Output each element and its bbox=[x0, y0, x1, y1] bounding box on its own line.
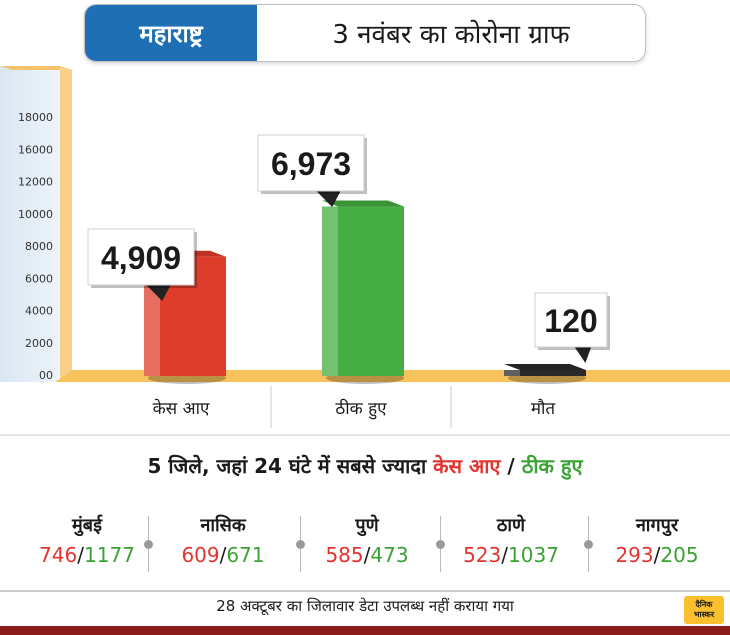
district-values: 523/1037 bbox=[463, 543, 559, 567]
logo-line-2: भास्कर bbox=[693, 610, 715, 619]
page-title: 3 नवंबर का कोरोना ग्राफ bbox=[332, 20, 570, 50]
district-values: 609/671 bbox=[181, 543, 265, 567]
district-item: पुणे 585/473 bbox=[294, 512, 440, 570]
category-label: ठीक हुए bbox=[335, 398, 387, 420]
logo-line-1: दैनिक bbox=[695, 600, 713, 609]
data-label: 120 bbox=[544, 303, 597, 339]
callout-pointer bbox=[316, 191, 341, 207]
bar-side bbox=[504, 370, 520, 376]
district-recovered: 671 bbox=[226, 543, 265, 567]
divider-dot bbox=[296, 540, 305, 549]
chart-wall-edge bbox=[60, 66, 72, 382]
district-name: नासिक bbox=[200, 515, 246, 536]
category-label: केस आए bbox=[153, 398, 210, 419]
district-cases: 523 bbox=[463, 543, 502, 567]
y-tick-label: 4000 bbox=[25, 305, 53, 318]
chart-back-wall bbox=[0, 66, 60, 430]
data-label: 4,909 bbox=[101, 240, 181, 276]
callout-box bbox=[534, 292, 608, 348]
bar-side bbox=[322, 206, 338, 376]
y-tick-label: 16000 bbox=[18, 143, 53, 156]
district-recovered: 473 bbox=[370, 543, 409, 567]
footer-note: 28 अक्टूबर का जिलावार डेटा उपलब्ध नहीं क… bbox=[216, 597, 514, 615]
district-recovered: 1037 bbox=[508, 543, 559, 567]
bottom-bar bbox=[0, 626, 730, 635]
district-name: नागपुर bbox=[635, 515, 679, 536]
bar bbox=[338, 206, 404, 376]
district-values: 746/1177 bbox=[39, 543, 135, 567]
districts-title-separator: / bbox=[507, 454, 515, 478]
title-box: महाराष्ट्र 3 नवंबर का कोरोना ग्राफ bbox=[84, 4, 646, 62]
callout-pointer bbox=[146, 285, 171, 301]
district-item: नागपुर 293/205 bbox=[584, 512, 730, 570]
district-cases: 746 bbox=[39, 543, 78, 567]
districts-title-cases: केस आए bbox=[433, 454, 501, 478]
district-values: 293/205 bbox=[615, 543, 699, 567]
state-tag: महाराष्ट्र bbox=[85, 5, 257, 61]
district-cases: 293 bbox=[615, 543, 654, 567]
district-name: मुंबई bbox=[72, 515, 102, 536]
district-values: 585/473 bbox=[325, 543, 409, 567]
district-stats: मुंबई 746/1177 नासिक 609/671 पुणे 585/47… bbox=[0, 512, 730, 578]
district-item: नासिक 609/671 bbox=[150, 512, 296, 570]
y-tick-label: 2000 bbox=[25, 337, 53, 350]
y-tick-label: 12000 bbox=[18, 176, 53, 189]
district-recovered: 205 bbox=[660, 543, 699, 567]
footer-divider bbox=[0, 590, 730, 592]
district-recovered: 1177 bbox=[84, 543, 135, 567]
districts-title-recovered: ठीक हुए bbox=[521, 454, 583, 478]
district-cases: 609 bbox=[181, 543, 220, 567]
y-tick-label: 10000 bbox=[18, 208, 53, 221]
bar-chart: 00 2000 4000 6000 8000 10000 12000 16000 18000 4… bbox=[0, 66, 730, 436]
district-divider bbox=[436, 516, 445, 572]
y-tick-label: 18000 bbox=[18, 111, 53, 124]
callout-box bbox=[257, 134, 365, 192]
divider-dot bbox=[436, 540, 445, 549]
data-label: 6,973 bbox=[271, 146, 351, 182]
bar-top bbox=[504, 364, 586, 370]
callout-pointer bbox=[574, 347, 592, 363]
category-band bbox=[0, 382, 730, 434]
district-divider bbox=[296, 516, 305, 572]
bar bbox=[520, 370, 586, 376]
divider-dot bbox=[584, 540, 593, 549]
district-item: ठाणे 523/1037 bbox=[438, 512, 584, 570]
districts-title: 5 जिले, जहां 24 घंटे में सबसे ज्यादा केस… bbox=[0, 452, 730, 479]
district-name: ठाणे bbox=[496, 515, 526, 536]
district-name: पुणे bbox=[355, 515, 379, 536]
divider-dot bbox=[144, 540, 153, 549]
districts-title-prefix: 5 जिले, जहां 24 घंटे में सबसे ज्यादा bbox=[147, 454, 427, 478]
district-cases: 585 bbox=[325, 543, 364, 567]
callout-box bbox=[87, 228, 195, 286]
dainik-bhaskar-logo: दैनिक भास्कर bbox=[684, 596, 724, 624]
y-tick-label: 00 bbox=[39, 369, 53, 382]
chart-top-edge bbox=[0, 66, 72, 70]
district-divider bbox=[584, 516, 593, 572]
bar-top bbox=[322, 200, 404, 207]
category-label: मौत bbox=[531, 398, 556, 419]
district-item: मुंबई 746/1177 bbox=[14, 512, 160, 570]
y-tick-label: 8000 bbox=[25, 240, 53, 253]
y-tick-label: 6000 bbox=[25, 272, 53, 285]
district-divider bbox=[144, 516, 153, 572]
